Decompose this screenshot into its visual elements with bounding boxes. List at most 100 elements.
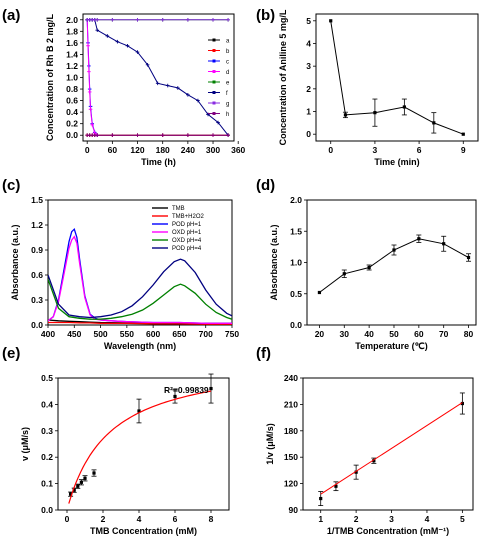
y-axis-label-d: Absorbance (a.u.) bbox=[269, 224, 279, 300]
x-axis-label-e: TMB Concentration (mM) bbox=[90, 526, 197, 536]
data-point-a-f bbox=[105, 34, 110, 38]
data-point-d bbox=[342, 272, 346, 276]
data-point-f bbox=[334, 484, 338, 488]
data-point-a-f bbox=[135, 50, 140, 54]
x-tick-label-c: 550 bbox=[120, 329, 134, 339]
chart-b: 0 3 6 9 0 1 2 3 4 5 Time (min) Concentration of Ani… bbox=[278, 9, 479, 167]
y-axis-label-b: Concentration of Aniline 5 mg/L bbox=[278, 9, 288, 145]
data-point-a-h bbox=[226, 133, 230, 138]
x-tick-label-c: 650 bbox=[172, 329, 186, 339]
x-tick-label-c: 700 bbox=[199, 329, 213, 339]
x-tick-label-e: 4 bbox=[137, 514, 142, 524]
x-tick-label-e: 8 bbox=[209, 514, 214, 524]
data-point-a-g bbox=[160, 17, 165, 22]
series-line-c-pod-ph-4 bbox=[48, 258, 232, 319]
data-point-a-g bbox=[110, 17, 115, 22]
data-point-a-f bbox=[196, 98, 200, 103]
legend-marker-g bbox=[212, 101, 216, 105]
legend-marker-c bbox=[212, 59, 216, 63]
y-tick-label-c: 1.5 bbox=[31, 195, 43, 205]
legend-marker-a bbox=[212, 38, 216, 42]
x-tick-label-c: 600 bbox=[146, 329, 160, 339]
y-tick-label-a: 2.0 bbox=[66, 15, 78, 25]
x-tick-label-c: 450 bbox=[67, 329, 81, 339]
x-axis-label-c: Wavelength (nm) bbox=[104, 341, 176, 351]
y-tick-label-c: 1.2 bbox=[31, 220, 43, 230]
data-point-b bbox=[402, 105, 406, 109]
data-point-a-f bbox=[145, 63, 150, 67]
y-tick-label-a: 1.8 bbox=[66, 26, 78, 36]
x-tick-label-e: 2 bbox=[101, 514, 106, 524]
legend-label-f: f bbox=[226, 91, 228, 97]
panel-label-f: (f) bbox=[256, 345, 271, 362]
y-tick-label-f: 150 bbox=[284, 452, 298, 462]
data-point-f bbox=[372, 459, 376, 463]
chart-d: 20 30 40 50 60 70 80 0.0 0.5 1.0 1.5 2.0 Temperature… bbox=[269, 195, 477, 351]
data-point-e bbox=[76, 484, 80, 488]
data-point-d bbox=[317, 290, 322, 295]
r-squared-annotation: R²=0.99839 bbox=[164, 385, 209, 395]
data-point-d bbox=[442, 242, 446, 246]
data-point-e bbox=[79, 480, 83, 484]
series-line-c-tmb-h2o2 bbox=[48, 321, 232, 325]
data-point-a-d bbox=[90, 123, 95, 127]
legend-label-2: POD pH=1 bbox=[172, 222, 202, 228]
legend-label-d: d bbox=[226, 70, 229, 76]
data-point-a-d bbox=[87, 90, 92, 94]
x-tick-label-a: 0 bbox=[85, 145, 90, 155]
x-tick-label-f: 1 bbox=[318, 514, 323, 524]
data-point-f bbox=[354, 470, 358, 474]
x-tick-label-e: 6 bbox=[173, 514, 178, 524]
legend-label-c: c bbox=[226, 60, 229, 66]
chart-a: 0 60 120 180 240 300 360 0.00.2 0.40.6 0.81.0 1.2 1… bbox=[45, 13, 246, 167]
data-point-a-f bbox=[186, 93, 190, 97]
data-point-a-g bbox=[186, 17, 190, 22]
data-point-a-f bbox=[165, 83, 170, 88]
legend-marker-e bbox=[212, 80, 216, 84]
data-point-b bbox=[461, 132, 465, 136]
data-point-e bbox=[83, 476, 87, 480]
x-axis-label-f: 1/TMB Concentration (mM⁻¹) bbox=[327, 526, 449, 536]
y-tick-label-e: 0.2 bbox=[41, 452, 53, 462]
series-line-b-s0 bbox=[330, 20, 464, 135]
y-tick-label-a: 0.4 bbox=[66, 107, 78, 117]
chart-c: 400 450 500 550 600 650 700 750 0.0 0.3 0.6 0.9 1.2 1… bbox=[10, 195, 239, 351]
y-tick-label-e: 0.3 bbox=[41, 426, 53, 436]
y-tick-label-f: 210 bbox=[284, 399, 298, 409]
y-tick-label-a: 1.2 bbox=[66, 61, 78, 71]
data-point-a-h bbox=[211, 133, 215, 138]
y-tick-label-b: 5 bbox=[306, 16, 311, 26]
x-tick-label-f: 3 bbox=[389, 514, 394, 524]
legend-label-b: b bbox=[226, 49, 230, 55]
panel-label-e: (e) bbox=[2, 345, 20, 362]
data-point-d bbox=[367, 265, 371, 270]
data-point-a-f bbox=[175, 86, 180, 90]
data-point-a-d bbox=[88, 107, 93, 112]
data-point-f bbox=[319, 496, 323, 501]
data-point-a-g bbox=[135, 17, 140, 22]
chart-f: 1 2 3 4 5 90 120 150 180 210 240 1/TMB Concentratio… bbox=[265, 373, 474, 536]
y-tick-label-b: 4 bbox=[306, 38, 311, 48]
plot-frame-b bbox=[315, 13, 479, 142]
x-tick-label-a: 240 bbox=[181, 145, 195, 155]
data-point-a-f bbox=[95, 28, 100, 32]
x-tick-label-b: 6 bbox=[417, 145, 422, 155]
data-point-a-d bbox=[86, 43, 90, 48]
x-tick-label-d: 40 bbox=[364, 329, 374, 339]
y-tick-label-d: 1.0 bbox=[290, 258, 302, 268]
data-point-a-g bbox=[95, 17, 100, 22]
y-tick-label-f: 180 bbox=[284, 426, 298, 436]
x-tick-label-b: 0 bbox=[328, 145, 333, 155]
data-point-a-g bbox=[226, 17, 230, 22]
y-tick-label-c: 0.9 bbox=[31, 245, 43, 255]
series-line-c-oxd-ph-4 bbox=[48, 278, 232, 320]
y-tick-label-b: 0 bbox=[306, 129, 311, 139]
x-tick-label-e: 0 bbox=[65, 514, 70, 524]
data-point-e bbox=[173, 394, 177, 399]
x-tick-label-d: 80 bbox=[464, 329, 474, 339]
data-point-a-h bbox=[110, 133, 115, 138]
y-tick-label-f: 120 bbox=[284, 479, 298, 489]
x-tick-label-f: 2 bbox=[354, 514, 359, 524]
legend-label-4: OXD pH=4 bbox=[172, 238, 202, 244]
data-point-d bbox=[417, 237, 421, 241]
